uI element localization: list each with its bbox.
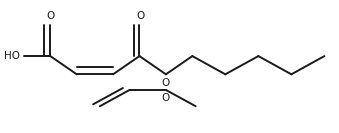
Text: O: O xyxy=(136,11,144,21)
Text: O: O xyxy=(162,78,170,88)
Text: O: O xyxy=(47,11,55,21)
Text: O: O xyxy=(162,93,170,103)
Text: HO: HO xyxy=(4,51,20,61)
